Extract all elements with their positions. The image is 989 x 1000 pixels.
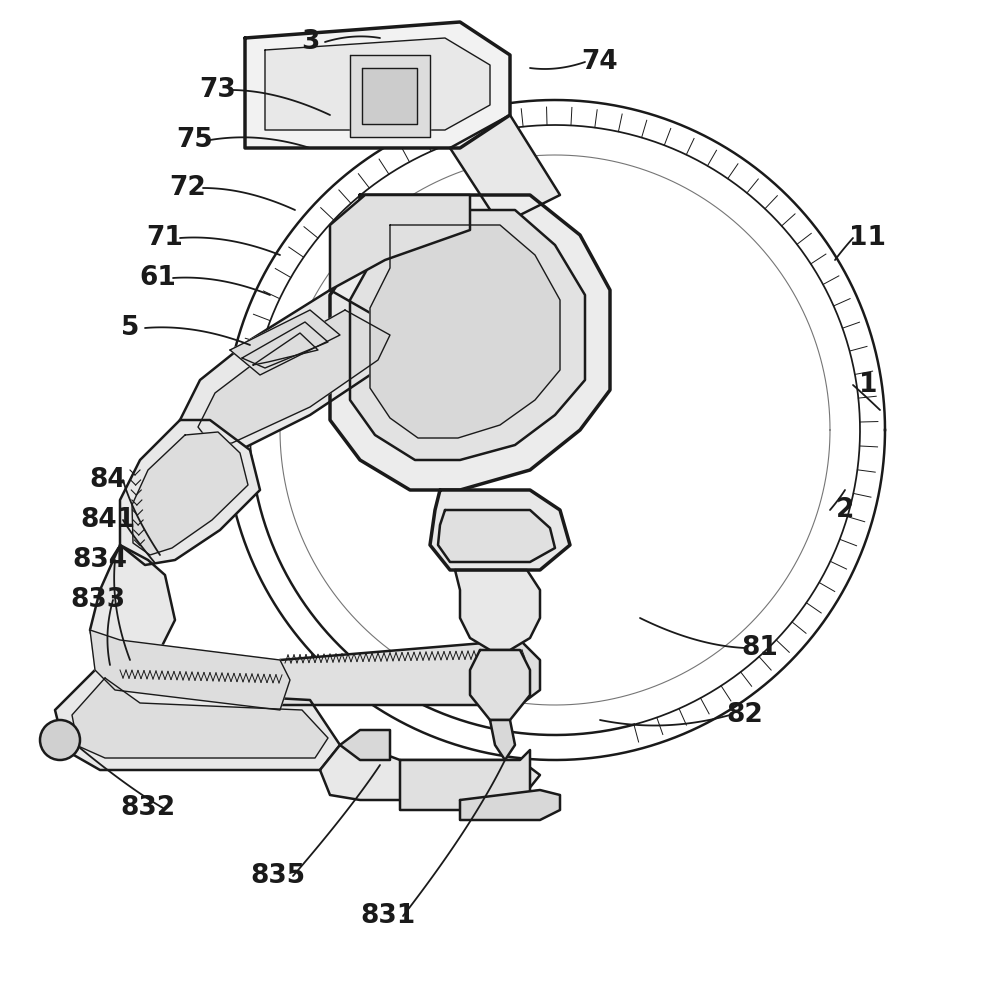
Text: 1: 1 xyxy=(858,372,877,398)
Polygon shape xyxy=(350,55,430,137)
Text: 71: 71 xyxy=(146,225,183,251)
Polygon shape xyxy=(370,225,560,438)
Text: 3: 3 xyxy=(301,29,319,55)
Polygon shape xyxy=(198,310,390,445)
Text: 75: 75 xyxy=(177,127,214,153)
Polygon shape xyxy=(245,22,510,148)
Text: 82: 82 xyxy=(727,702,764,728)
Polygon shape xyxy=(55,665,340,770)
Polygon shape xyxy=(242,322,328,368)
Polygon shape xyxy=(180,290,400,455)
Polygon shape xyxy=(455,570,540,650)
Text: 841: 841 xyxy=(80,507,135,533)
Text: 832: 832 xyxy=(121,795,176,821)
Text: 2: 2 xyxy=(836,497,854,523)
Polygon shape xyxy=(400,750,530,810)
Polygon shape xyxy=(470,650,530,720)
Text: 833: 833 xyxy=(70,587,126,613)
Text: 73: 73 xyxy=(200,77,236,103)
Text: 834: 834 xyxy=(72,547,128,573)
Text: 5: 5 xyxy=(121,315,139,341)
Text: 81: 81 xyxy=(742,635,778,661)
Polygon shape xyxy=(90,630,290,710)
Text: 74: 74 xyxy=(582,49,618,75)
Polygon shape xyxy=(490,720,515,760)
Polygon shape xyxy=(260,640,540,705)
Polygon shape xyxy=(132,432,248,555)
Polygon shape xyxy=(120,420,260,565)
Polygon shape xyxy=(430,490,570,570)
Polygon shape xyxy=(320,745,540,800)
Polygon shape xyxy=(330,195,610,490)
Polygon shape xyxy=(460,790,560,820)
Text: 831: 831 xyxy=(360,903,415,929)
Polygon shape xyxy=(253,333,318,365)
Polygon shape xyxy=(450,115,560,225)
Polygon shape xyxy=(72,678,328,758)
Polygon shape xyxy=(265,38,490,130)
Polygon shape xyxy=(438,510,555,562)
Polygon shape xyxy=(230,310,340,375)
Polygon shape xyxy=(340,730,390,760)
Text: 61: 61 xyxy=(139,265,176,291)
Text: 84: 84 xyxy=(90,467,127,493)
Text: 72: 72 xyxy=(170,175,207,201)
Circle shape xyxy=(40,720,80,760)
Polygon shape xyxy=(330,195,470,290)
Text: 835: 835 xyxy=(250,863,306,889)
Polygon shape xyxy=(350,210,585,460)
Text: 11: 11 xyxy=(850,225,886,251)
Polygon shape xyxy=(362,68,417,124)
Polygon shape xyxy=(90,545,175,670)
